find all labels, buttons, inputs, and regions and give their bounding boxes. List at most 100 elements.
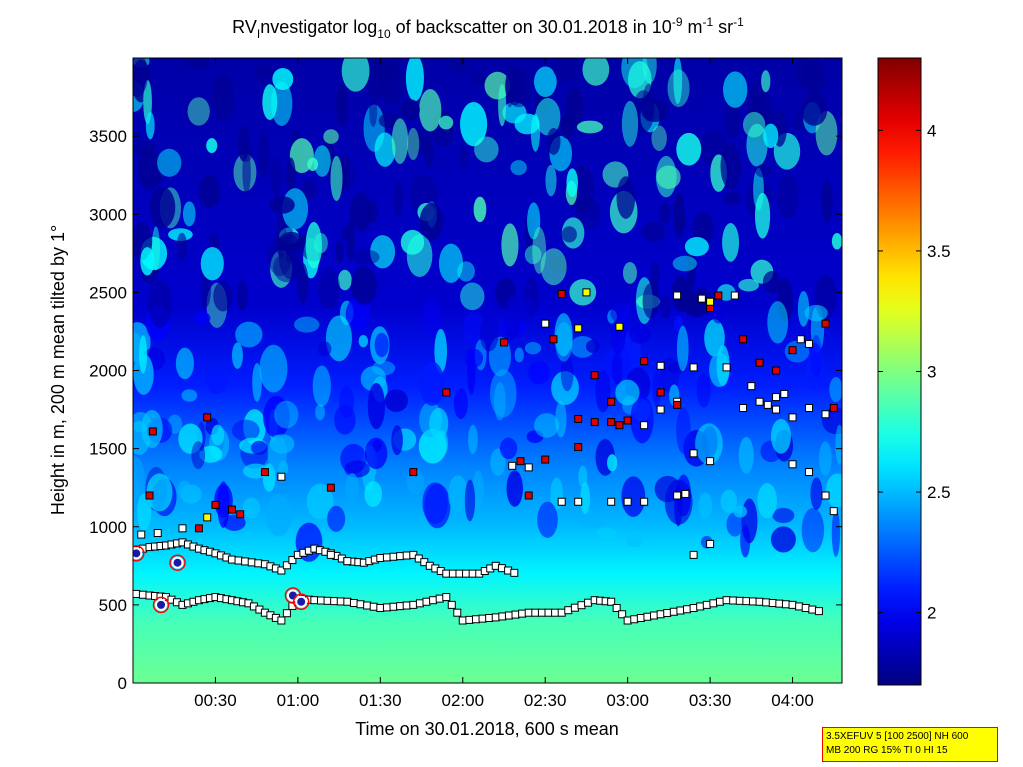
texture-blob (206, 367, 228, 394)
white-marker (574, 497, 583, 506)
lower-layer-marker (485, 614, 494, 622)
texture-blob (595, 369, 611, 413)
texture-blob (270, 81, 293, 127)
texture-blob (499, 437, 518, 460)
texture-blob (258, 131, 270, 179)
lower-layer-marker (612, 604, 621, 612)
texture-blob (722, 223, 740, 262)
white-marker (689, 449, 698, 458)
lower-layer-marker (696, 602, 705, 611)
lower-layer-marker (389, 602, 398, 611)
texture-blob (448, 475, 468, 513)
texture-blob (560, 113, 574, 139)
texture-blob (213, 281, 233, 312)
texture-blob (407, 127, 420, 161)
texture-blob (642, 283, 660, 319)
texture-blob (133, 456, 145, 501)
lower-layer-marker (369, 602, 378, 611)
texture-blob (259, 344, 288, 393)
texture-blob (211, 75, 235, 121)
upper-layer-marker (247, 558, 256, 567)
texture-blob (676, 325, 689, 372)
texture-blob (223, 514, 246, 531)
lower-layer-marker (447, 600, 456, 609)
texture-blob (369, 96, 378, 127)
x-tick-label: 02:00 (441, 691, 484, 710)
white-marker (747, 382, 756, 391)
lower-layer-marker (636, 614, 645, 622)
texture-blob (337, 269, 352, 291)
texture-blob (767, 301, 789, 344)
white-marker (277, 472, 286, 481)
texture-blob (829, 376, 842, 403)
lower-layer-marker (656, 610, 665, 619)
lower-layer-marker (768, 599, 777, 607)
lower-layer-marker (277, 616, 286, 625)
texture-blob (255, 64, 275, 82)
texture-blob (422, 482, 448, 524)
red-marker (615, 421, 624, 430)
texture-blob (740, 524, 751, 558)
red-marker (772, 366, 781, 375)
processing-info-box: 3.5XEFUV 5 [100 2500] NH 600 MB 200 RG 1… (822, 727, 998, 762)
texture-blob (364, 481, 383, 508)
lower-layer-marker (442, 593, 451, 602)
texture-blob (358, 334, 369, 348)
lower-layer-marker (584, 598, 593, 607)
texture-blob (274, 400, 299, 429)
colorbar-tick-label: 2.5 (927, 483, 951, 502)
texture-blob (470, 71, 486, 87)
texture-blob (198, 175, 221, 209)
texture-blob (286, 157, 296, 195)
x-tick-label: 02:30 (524, 691, 567, 710)
heatmap-texture (133, 58, 842, 562)
texture-blob (825, 473, 842, 508)
texture-blob (821, 180, 833, 223)
texture-blob (534, 66, 557, 97)
texture-blob (489, 369, 517, 418)
lower-layer-marker (722, 596, 731, 605)
texture-blob (835, 424, 842, 465)
texture-blob (317, 268, 341, 310)
texture-blob (806, 342, 824, 391)
white-marker (656, 405, 665, 414)
red-marker (145, 491, 154, 500)
texture-blob (306, 483, 334, 520)
texture-blob (335, 85, 349, 127)
lower-layer-marker (382, 603, 391, 612)
white-marker (755, 397, 764, 406)
red-marker (524, 491, 533, 500)
y-tick-label: 3500 (89, 127, 127, 146)
upper-layer-marker (468, 569, 477, 578)
texture-blob (293, 316, 320, 333)
y-tick-label: 500 (99, 596, 127, 615)
texture-blob (391, 118, 409, 164)
texture-blob (148, 280, 173, 328)
white-marker (640, 497, 649, 506)
lower-layer-marker (735, 596, 744, 605)
texture-blob (615, 379, 640, 406)
upper-layer-marker (241, 557, 250, 566)
texture-blob (537, 501, 558, 538)
texture-blob (580, 512, 602, 528)
x-tick-label: 00:30 (194, 691, 237, 710)
texture-blob (419, 203, 444, 241)
lower-layer-marker (282, 609, 291, 618)
texture-blob (345, 473, 359, 504)
texture-blob (801, 507, 825, 553)
texture-blob (535, 98, 561, 136)
white-marker (524, 463, 533, 472)
texture-blob (810, 334, 822, 378)
texture-blob (252, 362, 262, 402)
texture-blob (370, 235, 396, 269)
red-marker (211, 500, 220, 509)
texture-blob (211, 424, 225, 446)
red-marker (148, 427, 157, 436)
lower-layer-marker (133, 589, 141, 598)
lower-layer-marker (356, 600, 365, 609)
colorbar-tick-label: 2 (927, 604, 936, 623)
lower-layer-marker (343, 597, 352, 606)
red-marker (656, 388, 665, 397)
texture-blob (448, 58, 470, 72)
texture-blob (379, 67, 405, 105)
